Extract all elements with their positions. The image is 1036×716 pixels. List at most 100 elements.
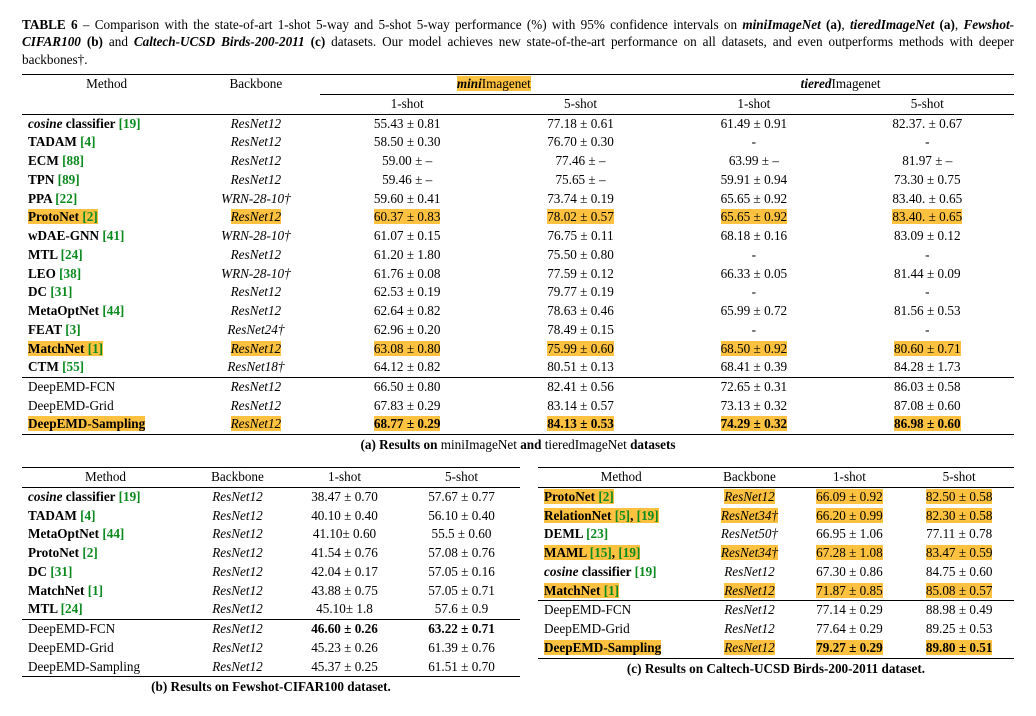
value-cell: 79.77 ± 0.19 [494, 283, 667, 302]
method-cell: DeepEMD-FCN [538, 601, 704, 620]
value-cell: 80.60 ± 0.71 [841, 340, 1014, 359]
value-cell: 82.37. ± 0.67 [841, 114, 1014, 133]
method-cell: wDAE-GNN [41] [22, 227, 191, 246]
backbone-cell: WRN-28-10† [191, 265, 320, 284]
backbone-cell: ResNet12 [191, 133, 320, 152]
col-method: Method [22, 75, 191, 114]
backbone-cell: ResNet12 [704, 563, 794, 582]
value-cell: 57.67 ± 0.77 [403, 487, 520, 506]
value-cell: 75.65 ± – [494, 171, 667, 190]
value-cell: 65.99 ± 0.72 [667, 302, 840, 321]
table-c: Method Backbone 1-shot 5-shot ProtoNet [… [538, 467, 1014, 658]
value-cell: 82.30 ± 0.58 [904, 507, 1014, 526]
method-cell: MatchNet [1] [22, 582, 189, 601]
value-cell: 62.53 ± 0.19 [320, 283, 493, 302]
value-cell: - [841, 321, 1014, 340]
table-b: Method Backbone 1-shot 5-shot cosine cla… [22, 467, 520, 677]
value-cell: 78.49 ± 0.15 [494, 321, 667, 340]
value-cell: 40.10 ± 0.40 [286, 507, 403, 526]
table-row: MAML [15], [19]ResNet34†67.28 ± 1.0883.4… [538, 544, 1014, 563]
table-row: wDAE-GNN [41]WRN-28-10†61.07 ± 0.1576.75… [22, 227, 1014, 246]
table-row: CTM [55]ResNet18†64.12 ± 0.8280.51 ± 0.1… [22, 358, 1014, 377]
backbone-cell: ResNet12 [191, 171, 320, 190]
value-cell: - [667, 246, 840, 265]
table-row: ProtoNet [2]ResNet1266.09 ± 0.9282.50 ± … [538, 487, 1014, 506]
value-cell: 78.63 ± 0.46 [494, 302, 667, 321]
value-cell: 75.50 ± 0.80 [494, 246, 667, 265]
value-cell: 41.54 ± 0.76 [286, 544, 403, 563]
value-cell: 77.64 ± 0.29 [795, 620, 905, 639]
method-cell: FEAT [3] [22, 321, 191, 340]
method-cell: ProtoNet [2] [22, 208, 191, 227]
value-cell: 65.65 ± 0.92 [667, 208, 840, 227]
table-row: DeepEMD-GridResNet1277.64 ± 0.2989.25 ± … [538, 620, 1014, 639]
value-cell: 85.08 ± 0.57 [904, 582, 1014, 601]
value-cell: 76.75 ± 0.11 [494, 227, 667, 246]
backbone-cell: WRN-28-10† [191, 227, 320, 246]
method-cell: cosine classifier [19] [538, 563, 704, 582]
table-row: DEML [23]ResNet50†66.95 ± 1.0677.11 ± 0.… [538, 525, 1014, 544]
backbone-cell: ResNet12 [704, 487, 794, 506]
value-cell: 84.28 ± 1.73 [841, 358, 1014, 377]
value-cell: 66.09 ± 0.92 [795, 487, 905, 506]
backbone-cell: ResNet12 [189, 620, 286, 639]
value-cell: 61.07 ± 0.15 [320, 227, 493, 246]
value-cell: 38.47 ± 0.70 [286, 487, 403, 506]
backbone-cell: WRN-28-10† [191, 190, 320, 209]
table-caption: TABLE 6 – Comparison with the state-of-a… [22, 16, 1014, 68]
backbone-cell: ResNet12 [191, 340, 320, 359]
value-cell: 68.41 ± 0.39 [667, 358, 840, 377]
method-cell: MatchNet [1] [22, 340, 191, 359]
value-cell: 56.10 ± 0.40 [403, 507, 520, 526]
method-cell: DeepEMD-Grid [538, 620, 704, 639]
table-row: DeepEMD-GridResNet1267.83 ± 0.2983.14 ± … [22, 397, 1014, 416]
value-cell: 41.10± 0.60 [286, 525, 403, 544]
backbone-cell: ResNet12 [191, 246, 320, 265]
value-cell: - [841, 246, 1014, 265]
value-cell: 61.49 ± 0.91 [667, 114, 840, 133]
backbone-cell: ResNet50† [704, 525, 794, 544]
value-cell: 57.6 ± 0.9 [403, 600, 520, 619]
backbone-cell: ResNet12 [704, 601, 794, 620]
value-cell: 55.43 ± 0.81 [320, 114, 493, 133]
table-row: TPN [89]ResNet1259.46 ± –75.65 ± –59.91 … [22, 171, 1014, 190]
backbone-cell: ResNet12 [189, 600, 286, 619]
value-cell: 86.98 ± 0.60 [841, 415, 1014, 434]
value-cell: - [841, 283, 1014, 302]
value-cell: - [667, 133, 840, 152]
backbone-cell: ResNet34† [704, 544, 794, 563]
backbone-cell: ResNet12 [189, 487, 286, 506]
value-cell: 81.56 ± 0.53 [841, 302, 1014, 321]
caption-label: TABLE 6 [22, 17, 78, 32]
method-cell: DeepEMD-Grid [22, 639, 189, 658]
value-cell: 71.87 ± 0.85 [795, 582, 905, 601]
backbone-cell: ResNet34† [704, 507, 794, 526]
value-cell: 57.08 ± 0.76 [403, 544, 520, 563]
method-cell: DeepEMD-Sampling [22, 415, 191, 434]
value-cell: 68.18 ± 0.16 [667, 227, 840, 246]
value-cell: 89.25 ± 0.53 [904, 620, 1014, 639]
method-cell: ProtoNet [2] [538, 487, 704, 506]
method-cell: LEO [38] [22, 265, 191, 284]
method-cell: TADAM [4] [22, 507, 189, 526]
col-tiered: tieredImagenet [667, 75, 1014, 95]
value-cell: 79.27 ± 0.29 [795, 639, 905, 658]
table-row: TADAM [4]ResNet1258.50 ± 0.3076.70 ± 0.3… [22, 133, 1014, 152]
value-cell: 45.10± 1.8 [286, 600, 403, 619]
value-cell: 88.98 ± 0.49 [904, 601, 1014, 620]
value-cell: 58.50 ± 0.30 [320, 133, 493, 152]
value-cell: 83.40. ± 0.65 [841, 208, 1014, 227]
value-cell: 77.11 ± 0.78 [904, 525, 1014, 544]
backbone-cell: ResNet12 [189, 563, 286, 582]
table-row: DeepEMD-GridResNet1245.23 ± 0.2661.39 ± … [22, 639, 520, 658]
value-cell: 59.60 ± 0.41 [320, 190, 493, 209]
value-cell: 65.65 ± 0.92 [667, 190, 840, 209]
subcaption-b: (b) Results on Fewshot-CIFAR100 dataset. [22, 679, 520, 695]
method-cell: CTM [55] [22, 358, 191, 377]
value-cell: 61.51 ± 0.70 [403, 658, 520, 677]
value-cell: 59.00 ± – [320, 152, 493, 171]
table-row: cosine classifier [19]ResNet1267.30 ± 0.… [538, 563, 1014, 582]
value-cell: - [841, 133, 1014, 152]
value-cell: 61.39 ± 0.76 [403, 639, 520, 658]
value-cell: 84.13 ± 0.53 [494, 415, 667, 434]
